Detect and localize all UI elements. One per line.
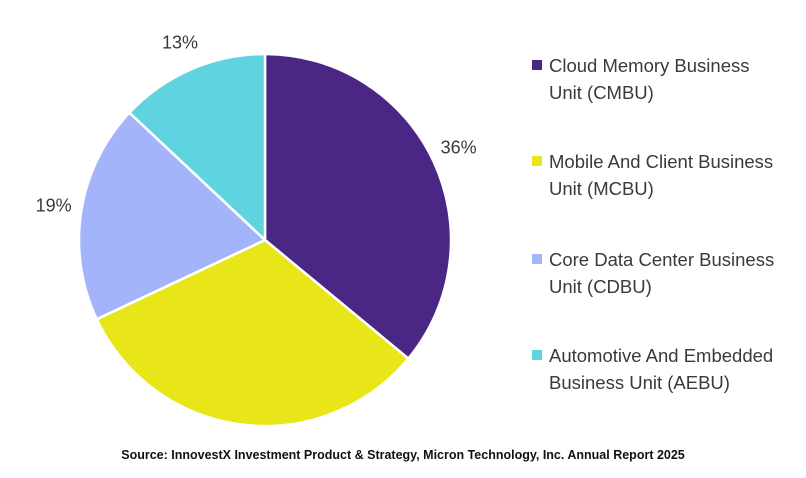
source-note: Source: InnovestX Investment Product & S…: [121, 448, 685, 462]
pie-slice-cdbu: [77, 110, 268, 321]
legend-label-mcbu: Mobile And Client Business Unit (MCBU): [549, 151, 774, 199]
pct-label-cmbu: 36%: [441, 138, 477, 158]
legend-item-mcbu: Mobile And Client Business Unit (MCBU): [532, 148, 779, 202]
legend-label-cdbu: Core Data Center Business Unit (CDBU): [549, 249, 775, 297]
legend-item-aebu: Automotive And Embedded Business Unit (A…: [532, 342, 779, 396]
pct-label-aebu: 13%: [162, 32, 198, 52]
legend-swatch-mcbu: [532, 156, 542, 166]
legend-swatch-cdbu: [532, 254, 542, 264]
pie-slice-mcbu: [95, 238, 411, 428]
pie-slice-aebu: [127, 52, 267, 243]
legend-item-cdbu: Core Data Center Business Unit (CDBU): [532, 246, 779, 300]
pct-label-cdbu: 19%: [36, 195, 72, 215]
legend-label-aebu: Automotive And Embedded Business Unit (A…: [549, 345, 774, 393]
legend-item-cmbu: Cloud Memory Business Unit (CMBU): [532, 52, 779, 106]
legend-swatch-aebu: [532, 350, 542, 360]
pie-slice-cmbu: [263, 52, 453, 361]
legend-label-cmbu: Cloud Memory Business Unit (CMBU): [549, 55, 750, 103]
pie-chart: 36%32%19%13%: [36, 32, 477, 428]
legend-swatch-cmbu: [532, 60, 542, 70]
